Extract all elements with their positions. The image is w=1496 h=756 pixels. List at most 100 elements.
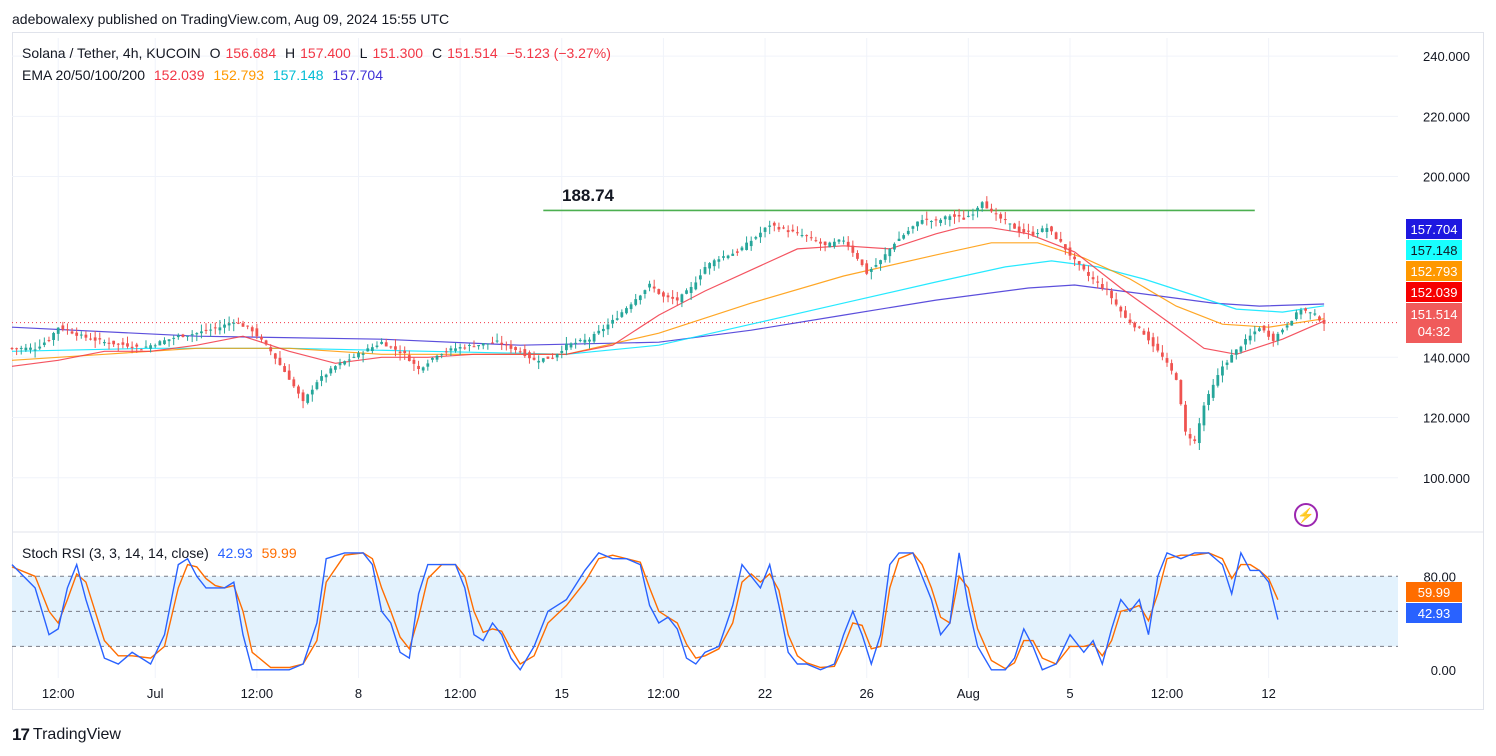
candle-body (597, 330, 601, 334)
candle-body (357, 352, 360, 358)
candle-body (481, 343, 485, 346)
candle-body (301, 392, 305, 402)
candle-body (236, 322, 240, 324)
lightning-icon[interactable]: ⚡ (1294, 503, 1318, 527)
x-tick-label: 12:00 (42, 686, 75, 701)
candle-body (213, 327, 217, 329)
candle-body (842, 240, 845, 242)
candle-body (394, 346, 397, 350)
candle-body (329, 368, 333, 374)
candle-body (200, 331, 203, 334)
candle-body (574, 342, 578, 344)
candle-body (606, 324, 610, 330)
candle-body (112, 340, 116, 345)
candle-body (514, 347, 517, 351)
candle-body (260, 336, 263, 340)
y-tick-label: 200.000 (1423, 170, 1470, 185)
candle-body (153, 345, 157, 347)
candle-body (264, 340, 268, 345)
candle-body (1087, 272, 1090, 276)
candle-body (712, 260, 716, 267)
x-tick-label: 22 (758, 686, 772, 701)
candle-body (620, 312, 624, 317)
x-tick-label: 26 (859, 686, 873, 701)
candle-body (167, 339, 171, 342)
candle-body (805, 235, 809, 237)
candle-body (976, 207, 979, 211)
candle-body (361, 353, 365, 355)
candle-body (320, 376, 323, 381)
candle-body (1013, 223, 1016, 229)
candle-body (953, 214, 956, 217)
stoch-legend: Stoch RSI (3, 3, 14, 14, close) 42.93 59… (22, 545, 302, 561)
candle-body (1124, 310, 1127, 318)
candle-body (440, 354, 444, 356)
candle-body (403, 350, 407, 354)
candle-body (93, 337, 97, 341)
candle-body (1281, 329, 1284, 333)
candle-body (523, 349, 527, 357)
candle-body (292, 379, 296, 387)
candle-body (1114, 299, 1118, 305)
candle-body (1184, 404, 1187, 432)
candle-body (745, 242, 748, 250)
candle-body (1211, 384, 1215, 398)
candle-body (116, 343, 120, 345)
candle-body (948, 216, 952, 220)
candle-body (703, 267, 707, 274)
candle-body (1031, 231, 1035, 236)
candle-body (1082, 264, 1086, 270)
close-price-value: 151.514 (1410, 307, 1458, 322)
candle-body (47, 340, 51, 342)
candle-body (763, 227, 767, 232)
candle-body (426, 363, 430, 367)
candle-body (1156, 343, 1160, 351)
candle-body (1193, 439, 1197, 442)
stoch-d-line (11, 552, 1279, 670)
stoch-d-value: 59.99 (261, 545, 297, 561)
candle-body (837, 239, 841, 242)
ema100-line (11, 260, 1325, 355)
tradingview-brand[interactable]: 17 TradingView (12, 725, 121, 745)
candle-body (652, 286, 656, 289)
candle-body (477, 345, 481, 347)
candle-body (1216, 375, 1220, 386)
candle-body (38, 346, 42, 349)
ohlc-open: O 156.684 (209, 45, 277, 61)
candle-body (1119, 306, 1123, 312)
candle-body (149, 345, 152, 349)
x-tick-label: Jul (147, 686, 164, 701)
candle-body (782, 227, 785, 229)
candle-body (966, 215, 970, 217)
candle-body (1133, 322, 1137, 328)
candle-body (250, 327, 254, 332)
candle-body (144, 346, 148, 348)
candle-body (1096, 281, 1100, 283)
candle-body (1147, 331, 1150, 341)
candle-body (463, 347, 467, 349)
candle-body (1299, 310, 1303, 315)
candle-body (869, 269, 873, 272)
candle-body (70, 331, 74, 334)
symbol-legend: Solana / Tether, 4h, KUCOIN O 156.684 H 15… (22, 45, 616, 61)
candle-body (79, 334, 83, 336)
x-tick-label: Aug (957, 686, 980, 701)
candle-body (306, 394, 310, 403)
candle-body (126, 343, 129, 347)
candle-body (920, 220, 924, 224)
candle-body (731, 253, 735, 256)
candle-body (66, 329, 69, 331)
candle-body (172, 337, 176, 339)
candle-body (412, 359, 416, 364)
symbol-name: Solana / Tether, 4h, KUCOIN (22, 45, 201, 61)
candle-body (717, 259, 721, 262)
ema-label: EMA 20/50/100/200 (22, 67, 145, 83)
candle-body (19, 347, 23, 349)
candle-body (1225, 362, 1229, 365)
candle-body (380, 341, 383, 344)
candle-body (1253, 331, 1257, 335)
candle-body (1045, 228, 1049, 232)
x-tick-label: 8 (355, 686, 362, 701)
candle-body (846, 241, 850, 247)
